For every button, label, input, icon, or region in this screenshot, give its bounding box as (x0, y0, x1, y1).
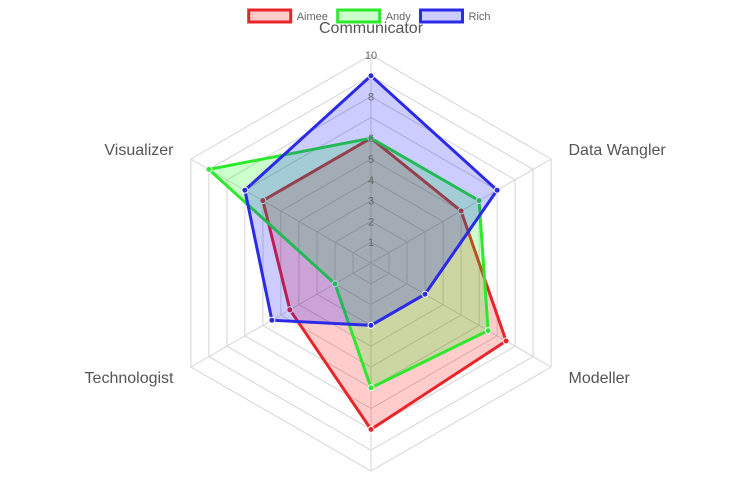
point-rich-data-wangler[interactable] (494, 187, 500, 193)
point-aimee-modeller[interactable] (503, 338, 509, 344)
axis-label-modeller: Modeller (569, 370, 631, 387)
point-rich-visualizer[interactable] (242, 187, 248, 193)
legend-item-aimee[interactable]: Aimee (249, 10, 328, 23)
tick-label: 4 (368, 175, 374, 187)
axis-label-communicator: Communicator (319, 20, 424, 37)
legend-swatch-rich (421, 10, 463, 22)
axis-label-data-wangler: Data Wangler (569, 142, 667, 159)
point-aimee-programmer[interactable] (368, 426, 374, 432)
point-andy-visualizer[interactable] (206, 166, 212, 172)
series-layer (206, 73, 509, 433)
tick-label: 5 (368, 154, 374, 166)
tick-label: 10 (365, 50, 377, 62)
tick-label: 6 (368, 133, 374, 145)
tick-label: 8 (368, 92, 374, 104)
point-rich-technologist[interactable] (269, 317, 275, 323)
axis-label-visualizer: Visualizer (104, 142, 174, 159)
tick-label: 3 (368, 196, 374, 208)
tick-label: 1 (368, 237, 374, 249)
legend-item-rich[interactable]: Rich (421, 10, 491, 23)
legend-label-rich: Rich (469, 11, 491, 23)
legend-swatch-aimee (249, 10, 291, 22)
point-rich-modeller[interactable] (422, 291, 428, 297)
point-rich-communicator[interactable] (368, 73, 374, 79)
tick-label: 2 (368, 216, 374, 228)
point-rich-programmer[interactable] (368, 322, 374, 328)
point-andy-programmer[interactable] (368, 385, 374, 391)
axis-label-technologist: Technologist (85, 370, 175, 387)
point-andy-modeller[interactable] (485, 328, 491, 334)
